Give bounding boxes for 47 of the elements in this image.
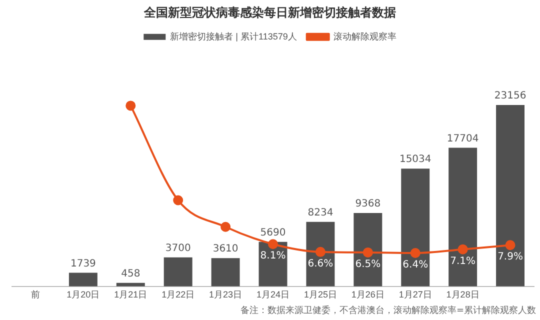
x-tick-label: 1月27日 xyxy=(398,289,432,300)
data-label: 6.5% xyxy=(355,259,381,270)
point xyxy=(173,195,184,206)
data-label: 7.9% xyxy=(498,252,523,263)
x-tick-label: 1月22日 xyxy=(162,289,195,300)
x-tick-label: 1月24日 xyxy=(256,289,290,300)
legend-label: 滚动解除观察率 xyxy=(333,31,396,42)
bar xyxy=(401,168,430,286)
point xyxy=(362,247,373,258)
point xyxy=(410,248,420,258)
point xyxy=(505,240,516,250)
data-label: 9368 xyxy=(355,198,381,210)
data-label: 15034 xyxy=(399,154,432,166)
data-label: 7.1% xyxy=(450,256,476,267)
point xyxy=(126,100,136,111)
point xyxy=(315,246,326,257)
x-tick-label: 1月26日 xyxy=(351,289,384,300)
data-label: 3610 xyxy=(212,244,238,255)
data-label: 3700 xyxy=(165,243,191,254)
data-label: 1739 xyxy=(70,258,96,270)
bar xyxy=(354,213,382,286)
data-label: 5690 xyxy=(260,227,286,238)
x-tick-label: 1月28日 xyxy=(446,289,480,300)
text: 备注：数据来源卫健委，不含港澳台，滚动解除观察率=累计解除观察人数 xyxy=(240,304,536,316)
x-tick-label: 1月21日 xyxy=(114,289,148,300)
bar xyxy=(68,272,98,286)
point xyxy=(220,222,231,232)
chart-title: 全国新型冠状病毒感染每日新增密切接触者数据 xyxy=(143,5,396,20)
point xyxy=(268,239,278,250)
data-label: 458 xyxy=(121,268,140,280)
bar xyxy=(306,222,335,286)
point xyxy=(458,244,468,254)
data-label: 8.1% xyxy=(260,250,286,262)
data-label: 23156 xyxy=(494,90,526,102)
legend-label: 新增密切接触者 | 累计113579人 xyxy=(170,31,297,42)
bar xyxy=(496,105,525,286)
data-label: 6.6% xyxy=(308,258,334,270)
x-tick-label: 1月25日 xyxy=(304,289,337,300)
bar xyxy=(164,257,192,286)
bar xyxy=(211,258,240,286)
data-label: 8234 xyxy=(308,207,334,218)
x-tick-label: 前 xyxy=(31,289,40,300)
x-tick-label: 1月20日 xyxy=(66,289,100,300)
bar xyxy=(448,148,478,286)
data-label: 6.4% xyxy=(402,260,428,271)
data-label: 17704 xyxy=(446,133,479,144)
x-tick-label: 1月23日 xyxy=(209,289,242,300)
